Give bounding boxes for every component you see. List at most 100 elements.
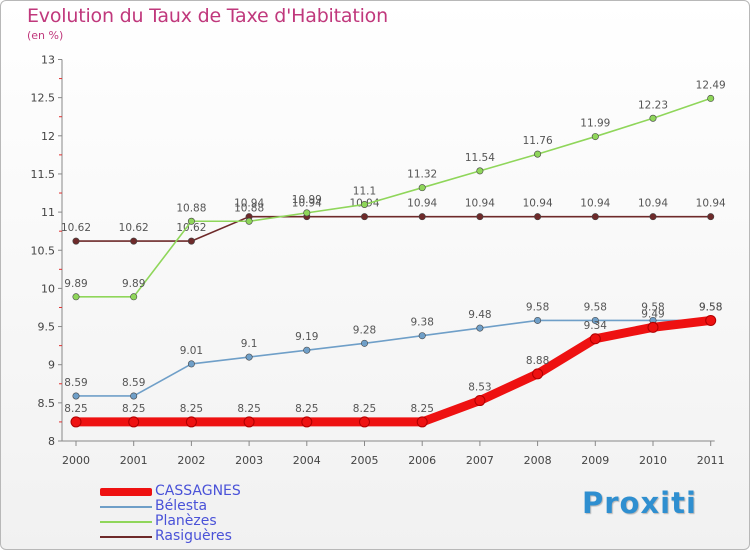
data-point-planzes <box>649 114 657 122</box>
data-label-blesta: 9.48 <box>468 309 491 321</box>
data-label-rasigures: 10.94 <box>465 198 495 210</box>
legend-label-cassagnes: CASSAGNES <box>155 483 241 499</box>
series-line-rasigures <box>75 215 712 242</box>
x-tick-label: 2004 <box>293 454 321 467</box>
y-tick-label: 12 <box>41 130 55 143</box>
data-point-rasigures <box>591 213 599 221</box>
data-point-cassagnes <box>705 314 717 326</box>
data-label-blesta: 9.58 <box>526 301 549 313</box>
data-label-rasigures: 10.94 <box>638 198 668 210</box>
data-point-planzes <box>418 184 426 192</box>
legend-label-belesta: Bélesta <box>155 498 208 514</box>
data-point-rasigures <box>130 237 138 245</box>
x-tick-label: 2007 <box>466 454 494 467</box>
y-tick-label: 13 <box>41 54 55 67</box>
data-label-planzes: 11.1 <box>353 185 376 197</box>
legend-item-planezes: Planèzes <box>100 513 300 529</box>
x-tick-label: 2011 <box>697 454 725 467</box>
data-point-blesta <box>187 360 195 368</box>
data-label-rasigures: 10.62 <box>61 222 91 234</box>
data-point-planzes <box>72 293 80 301</box>
data-point-cassagnes <box>301 416 313 428</box>
data-label-blesta: 9.19 <box>295 331 318 343</box>
data-label-planzes: 11.99 <box>580 118 610 130</box>
series-line-cassagnes <box>71 315 716 427</box>
legend-item-rasigueres: Rasiguères <box>100 528 300 544</box>
proxiti-logo: Proxiti <box>582 486 697 520</box>
data-point-planzes <box>591 133 599 141</box>
data-label-cassagnes: 8.53 <box>468 382 491 394</box>
data-point-blesta <box>418 332 426 340</box>
data-label-blesta: 9.58 <box>641 301 664 313</box>
y-tick-label: 10.5 <box>31 244 56 257</box>
legend-item-belesta: Bélesta <box>100 498 300 514</box>
data-label-cassagnes: 9.49 <box>641 308 664 320</box>
data-label-cassagnes: 8.25 <box>122 403 145 415</box>
x-tick-label: 2009 <box>581 454 609 467</box>
data-point-rasigures <box>649 213 657 221</box>
legend-swatch-belesta <box>100 506 152 508</box>
data-point-blesta <box>534 316 542 324</box>
x-tick-label: 2003 <box>235 454 263 467</box>
data-point-blesta <box>72 392 80 400</box>
data-label-rasigures: 10.94 <box>696 198 726 210</box>
data-label-blesta: 9.38 <box>411 317 434 329</box>
data-label-cassagnes: 8.25 <box>411 403 434 415</box>
y-tick-label: 10 <box>41 282 55 295</box>
data-label-blesta: 8.59 <box>64 377 87 389</box>
data-point-blesta <box>360 339 368 347</box>
data-label-blesta: 9.1 <box>241 338 258 350</box>
data-label-rasigures: 10.94 <box>580 198 610 210</box>
y-tick-label: 8.5 <box>38 397 56 410</box>
data-point-blesta <box>245 353 253 361</box>
data-label-planzes: 11.32 <box>407 169 437 181</box>
data-point-planzes <box>187 217 195 225</box>
data-point-rasigures <box>534 213 542 221</box>
data-point-blesta <box>303 346 311 354</box>
data-label-cassagnes: 8.25 <box>64 403 87 415</box>
data-point-cassagnes <box>647 321 659 333</box>
data-point-planzes <box>476 167 484 175</box>
data-point-blesta <box>130 392 138 400</box>
data-point-rasigures <box>187 237 195 245</box>
logo-text: Proxiti <box>582 486 697 520</box>
data-point-planzes <box>245 217 253 225</box>
data-label-planzes: 9.89 <box>64 278 87 290</box>
data-label-planzes: 9.89 <box>122 278 145 290</box>
legend-swatch-rasigueres <box>100 536 152 538</box>
legend-swatch-cassagnes <box>100 488 152 496</box>
data-label-rasigures: 10.62 <box>119 222 149 234</box>
data-label-planzes: 12.23 <box>638 99 668 111</box>
y-tick-label: 11 <box>41 206 55 219</box>
x-tick-label: 2002 <box>177 454 205 467</box>
data-label-planzes: 10.99 <box>292 194 322 206</box>
data-label-rasigures: 10.94 <box>407 198 437 210</box>
data-label-planzes: 10.88 <box>234 202 264 214</box>
data-label-blesta: 8.59 <box>122 377 145 389</box>
y-tick-label: 12.5 <box>31 92 56 105</box>
data-label-planzes: 11.76 <box>523 135 553 147</box>
x-tick-label: 2001 <box>120 454 148 467</box>
data-label-rasigures: 10.94 <box>523 198 553 210</box>
data-label-planzes: 12.49 <box>696 79 726 91</box>
data-label-planzes: 11.54 <box>465 152 495 164</box>
x-tick-label: 2000 <box>62 454 90 467</box>
x-tick-label: 2005 <box>351 454 379 467</box>
x-tick-label: 2010 <box>639 454 667 467</box>
y-tick-label: 8 <box>48 435 55 448</box>
data-label-blesta: 9.28 <box>353 324 376 336</box>
data-label-blesta: 9.58 <box>584 301 607 313</box>
data-label-rasigures: 10.94 <box>234 198 264 210</box>
data-point-rasigures <box>72 237 80 245</box>
legend-item-cassagnes: CASSAGNES <box>100 483 300 499</box>
data-point-blesta <box>591 316 599 324</box>
data-label-cassagnes: 8.25 <box>353 403 376 415</box>
data-point-planzes <box>534 150 542 158</box>
data-label-cassagnes: 8.25 <box>295 403 318 415</box>
data-label-cassagnes: 8.25 <box>237 403 260 415</box>
data-point-rasigures <box>707 213 715 221</box>
data-point-planzes <box>130 293 138 301</box>
data-point-cassagnes <box>128 416 140 428</box>
